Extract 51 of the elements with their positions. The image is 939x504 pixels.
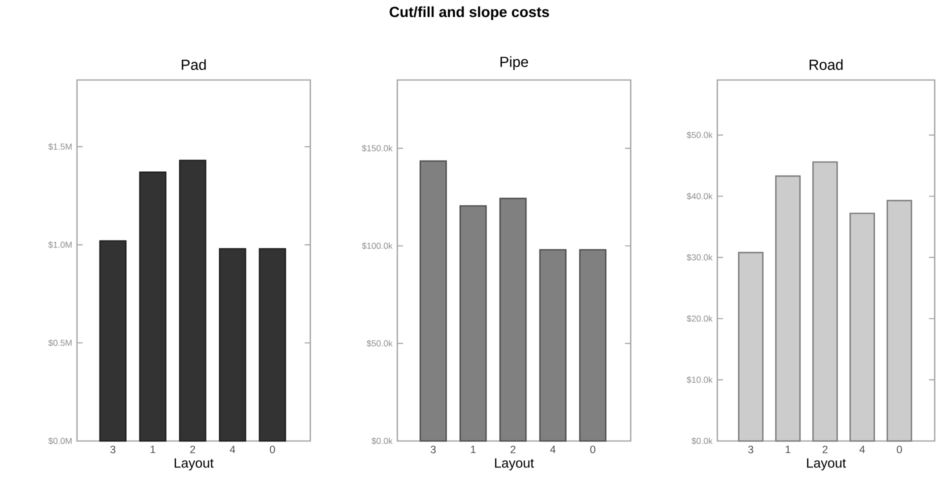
- bar: [420, 160, 447, 442]
- x-tick-label: 4: [550, 446, 556, 454]
- bar: [499, 198, 527, 442]
- x-tick-label: 3: [430, 446, 436, 454]
- y-tick-label: $30.0k: [686, 254, 713, 261]
- y-tick-label: $0.5M: [48, 339, 72, 346]
- chart-title: Road: [810, 59, 843, 70]
- bar: [579, 249, 606, 442]
- y-tick-label: $10.0k: [686, 376, 713, 384]
- bar: [99, 240, 127, 442]
- y-tick-label: $50.0k: [366, 340, 393, 347]
- x-tick-label: 2: [822, 446, 828, 454]
- chart-title: Pad: [182, 59, 206, 70]
- bar: [139, 172, 166, 442]
- x-tick-label: 2: [190, 446, 196, 454]
- x-tick-label: 1: [470, 446, 476, 454]
- bar: [539, 249, 567, 442]
- x-axis-title: Layout: [495, 458, 534, 470]
- chart-title: Pipe: [500, 56, 528, 70]
- x-tick-label: 4: [230, 446, 236, 454]
- y-tick-label: $100.0k: [362, 242, 393, 250]
- y-tick-label: $0.0k: [372, 438, 393, 445]
- x-tick-label: 4: [860, 446, 865, 454]
- y-tick-label: $0.0k: [692, 438, 713, 445]
- x-tick-label: 3: [748, 446, 754, 454]
- x-tick-label: 0: [590, 446, 596, 454]
- bar: [775, 175, 801, 442]
- x-tick-label: 0: [270, 446, 275, 454]
- text: Cut/fill and slope costs: [390, 6, 549, 20]
- y-tick-label: $40.0k: [686, 192, 713, 200]
- y-tick-label: $150.0k: [362, 144, 393, 152]
- bar: [258, 248, 286, 442]
- x-tick-label: 2: [510, 446, 516, 454]
- y-tick-label: $20.0k: [686, 315, 713, 322]
- x-tick-label: 1: [786, 446, 790, 454]
- x-axis-title: Layout: [807, 458, 846, 470]
- y-tick-label: $1.5M: [48, 143, 72, 150]
- bar: [849, 212, 875, 442]
- bar: [179, 160, 206, 442]
- x-tick-label: 1: [150, 446, 156, 454]
- x-axis-title: Layout: [174, 458, 214, 470]
- x-tick-label: 0: [896, 446, 902, 454]
- bar: [738, 252, 764, 442]
- bar: [459, 205, 487, 442]
- y-tick-label: $1.0M: [48, 241, 72, 248]
- bar: [812, 161, 838, 442]
- y-tick-label: $0.0M: [48, 438, 72, 445]
- x-tick-label: 3: [110, 446, 116, 454]
- y-tick-label: $50.0k: [686, 132, 713, 139]
- bar: [218, 248, 246, 442]
- bar: [886, 200, 912, 442]
